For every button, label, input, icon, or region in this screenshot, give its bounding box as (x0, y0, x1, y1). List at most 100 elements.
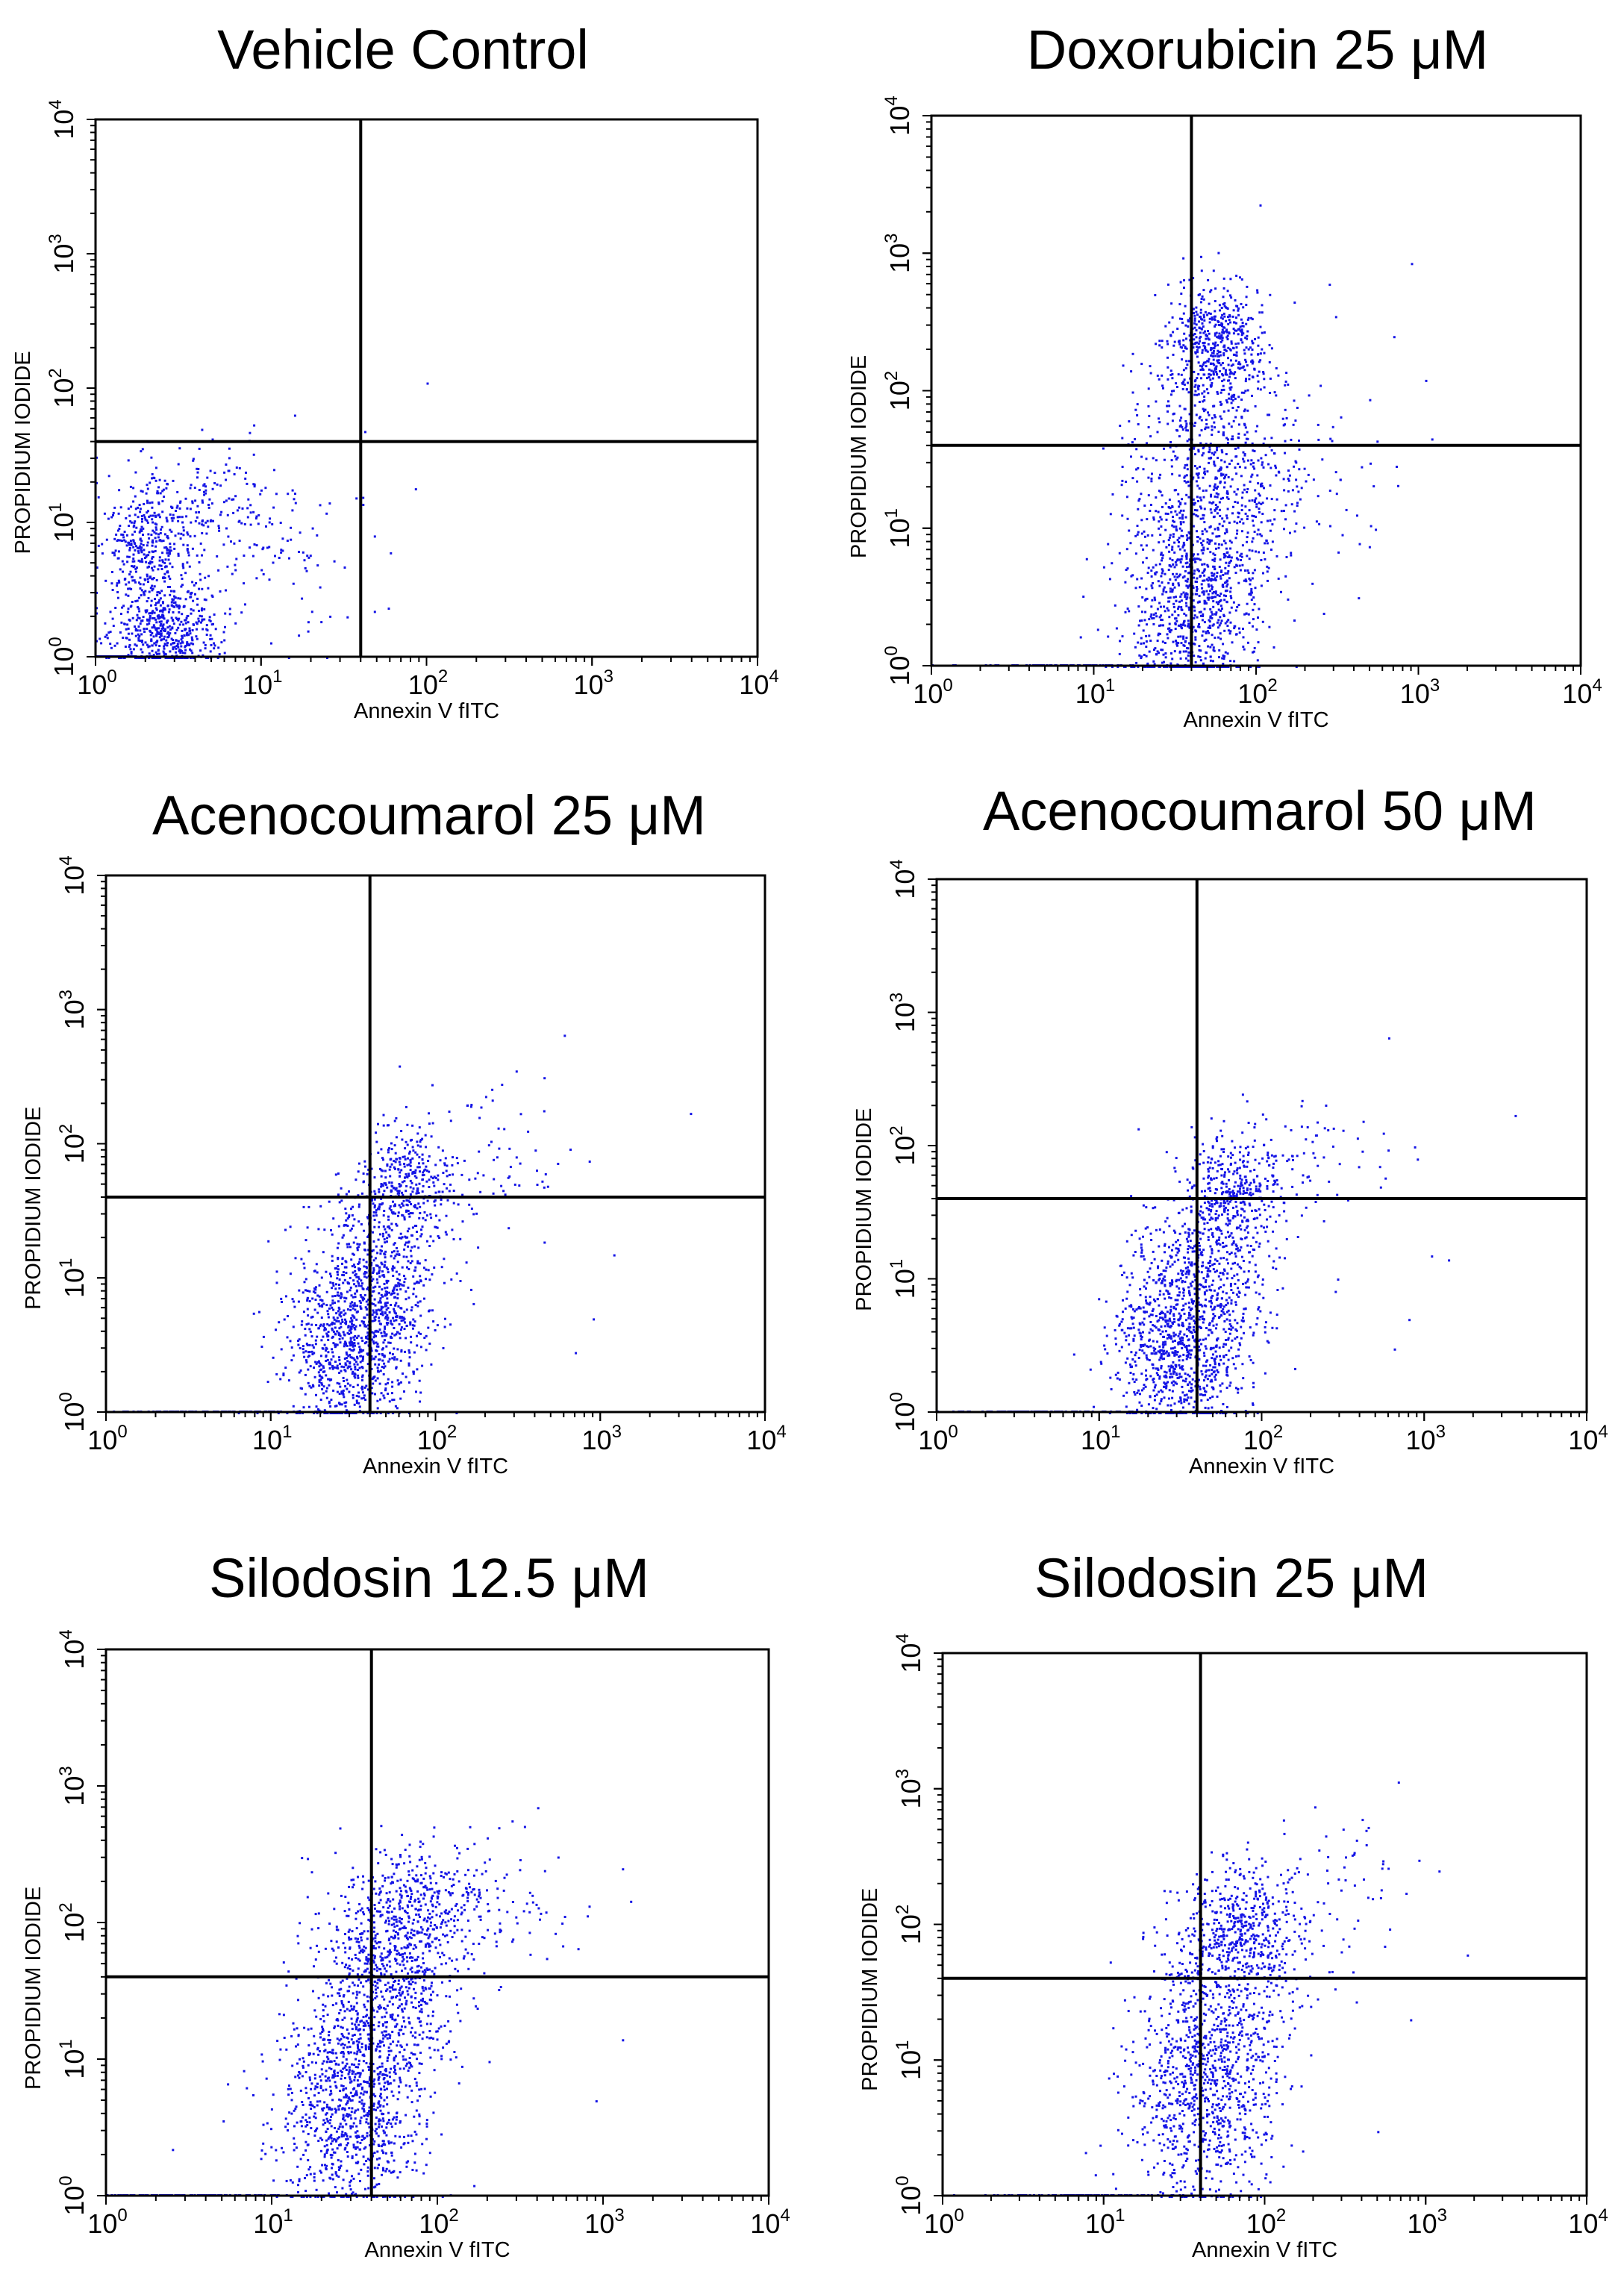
data-point (1153, 663, 1156, 666)
data-point (338, 1393, 341, 1395)
data-point (1179, 561, 1182, 563)
data-point (349, 1361, 352, 1364)
data-point (370, 1294, 373, 1297)
data-point (1236, 522, 1239, 525)
data-point (1208, 585, 1211, 588)
data-point (192, 609, 195, 612)
data-point (253, 483, 256, 486)
data-point (1268, 625, 1271, 628)
data-point (210, 637, 213, 640)
data-point (376, 1407, 379, 1410)
data-point (1227, 379, 1229, 382)
data-point (1167, 506, 1170, 508)
data-point (1166, 405, 1169, 407)
data-point (404, 1277, 407, 1280)
data-point (381, 1235, 384, 1238)
data-point (1260, 502, 1263, 505)
data-point (319, 1355, 322, 1358)
data-point (461, 1220, 464, 1223)
data-point (419, 1346, 422, 1349)
data-point (132, 553, 135, 556)
data-point (160, 564, 163, 567)
data-point (403, 1311, 406, 1314)
data-point (396, 1379, 399, 1382)
data-point (370, 1255, 373, 1258)
data-point (321, 1347, 324, 1350)
data-point (162, 650, 165, 653)
data-point (1204, 408, 1207, 411)
data-point (1199, 537, 1202, 540)
data-point (159, 532, 162, 534)
data-point (1203, 568, 1206, 571)
data-point (325, 1328, 327, 1331)
data-point (152, 654, 155, 657)
data-point (1206, 547, 1209, 550)
data-point (349, 1344, 352, 1347)
data-point (1232, 601, 1235, 604)
data-point (1235, 304, 1238, 307)
data-point (343, 1402, 346, 1405)
data-point (328, 1400, 331, 1403)
data-point (415, 1390, 417, 1393)
data-point (359, 1293, 362, 1296)
data-point (390, 1319, 392, 1322)
data-point (1217, 546, 1220, 549)
data-point (384, 1290, 387, 1293)
data-point (357, 1263, 360, 1265)
data-point (381, 1366, 384, 1368)
data-point (1175, 563, 1178, 566)
data-point (139, 587, 142, 590)
data-point (252, 510, 255, 513)
data-point (165, 565, 168, 568)
data-point (413, 1225, 416, 1227)
data-point (1199, 369, 1202, 371)
data-point (117, 557, 120, 560)
data-point (355, 1361, 357, 1364)
data-point (1196, 587, 1199, 590)
data-point (1230, 425, 1233, 428)
data-point (1254, 587, 1257, 590)
data-point (1184, 502, 1187, 505)
data-point (387, 1234, 390, 1237)
data-point (1206, 470, 1209, 473)
data-point (1223, 629, 1226, 632)
data-point (1195, 323, 1198, 326)
data-point (1187, 622, 1190, 625)
data-point (1197, 450, 1200, 453)
data-point (1210, 616, 1213, 619)
data-point (330, 1228, 332, 1231)
data-point (1185, 637, 1188, 640)
data-point (361, 1299, 364, 1302)
data-point (379, 1252, 382, 1255)
data-point (1169, 334, 1172, 337)
data-point (399, 1397, 402, 1400)
data-point (1187, 319, 1190, 322)
data-point (209, 634, 212, 637)
data-point (1225, 306, 1227, 309)
data-point (1212, 646, 1215, 649)
data-point (1180, 599, 1183, 602)
data-point (384, 1365, 387, 1368)
data-point (155, 634, 158, 637)
data-point (322, 1365, 325, 1368)
data-point (1205, 530, 1208, 533)
data-point (1172, 353, 1175, 356)
data-point (195, 511, 198, 514)
data-point (350, 1208, 352, 1211)
data-point (1214, 554, 1217, 557)
data-point (400, 1326, 403, 1329)
data-point (306, 1290, 309, 1292)
data-point (1222, 434, 1225, 437)
data-point (298, 1338, 301, 1341)
data-point (1167, 539, 1170, 542)
data-point (293, 414, 296, 417)
data-point (1120, 484, 1123, 487)
data-point (1148, 618, 1151, 621)
data-point (1217, 336, 1220, 339)
data-point (321, 1305, 324, 1308)
data-point (228, 469, 231, 472)
data-point (374, 1257, 377, 1260)
data-point (303, 559, 306, 562)
data-point (144, 609, 147, 612)
data-point (382, 1394, 385, 1397)
